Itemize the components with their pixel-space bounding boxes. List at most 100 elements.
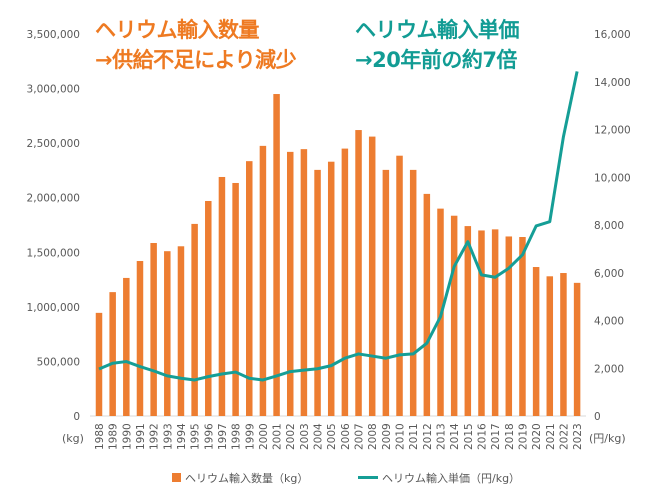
bar-2003: [300, 149, 308, 416]
bar-2004: [314, 169, 321, 416]
bar-1996: [205, 200, 212, 416]
left-tick-label: 3,000,000: [27, 84, 80, 96]
x-tick-label: 1996: [203, 423, 215, 450]
bar-2002: [286, 151, 294, 417]
x-tick-label: 2005: [326, 423, 338, 450]
right-tick-label: 8,000: [594, 220, 624, 232]
x-tick-label: 2010: [395, 423, 407, 450]
left-tick-label: 3,500,000: [27, 29, 80, 41]
x-tick-label: 2018: [504, 423, 516, 450]
bar-1998: [232, 182, 239, 416]
left-tick-label: 2,500,000: [27, 138, 80, 150]
bar-2017: [491, 229, 499, 416]
annotation-price: ヘリウム輸入単価 →20年前の約7倍: [355, 15, 520, 75]
bar-2008: [368, 136, 376, 416]
bar-2006: [341, 148, 349, 416]
bar-1991: [136, 261, 144, 416]
left-tick-label: 0: [73, 411, 80, 423]
left-tick-label: 1,500,000: [27, 247, 80, 259]
annotation-price-line2: →20年前の約7倍: [355, 48, 517, 72]
bar-2022: [560, 273, 567, 416]
right-tick-label: 14,000: [594, 77, 631, 89]
bar-2021: [546, 276, 554, 416]
left-tick-label: 500,000: [37, 356, 80, 368]
bar-2015: [464, 226, 472, 416]
bar-1997: [218, 176, 226, 416]
x-tick-label: 1988: [94, 423, 106, 450]
x-tick-label: 1992: [149, 423, 161, 450]
bar-1990: [123, 277, 130, 416]
bar-1994: [177, 246, 185, 416]
x-tick-label: 2020: [531, 423, 543, 450]
bar-2019: [519, 237, 526, 416]
bar-2012: [423, 193, 431, 416]
x-tick-label: 2009: [381, 423, 393, 450]
x-tick-label: 2016: [476, 423, 488, 450]
left-tick-label: 1,000,000: [27, 302, 80, 314]
bar-1995: [191, 223, 198, 416]
annotation-price-line1: ヘリウム輸入単価: [355, 18, 520, 42]
x-tick-label: 2007: [354, 423, 366, 450]
x-tick-label: 2012: [422, 423, 434, 450]
x-tick-label: 2017: [490, 423, 502, 450]
bar-2023: [573, 282, 581, 416]
bar-1999: [246, 161, 253, 416]
right-tick-label: 6,000: [594, 268, 624, 280]
legend-bar-label: ヘリウム輸入数量（kg）: [185, 471, 308, 485]
x-tick-label: 1998: [231, 423, 243, 450]
price-line: [98, 71, 579, 382]
x-tick-label: 2008: [367, 423, 379, 450]
x-tick-label: 1989: [108, 423, 120, 450]
x-tick-label: 2021: [545, 423, 557, 450]
x-tick-label: 1999: [244, 423, 256, 450]
bar-1988: [95, 312, 103, 416]
bar-1992: [150, 243, 157, 416]
bar-2011: [409, 169, 417, 416]
left-axis-unit: (kg): [62, 432, 84, 445]
annotation-quantity: ヘリウム輸入数量 →供給不足により減少: [95, 15, 297, 75]
legend-bar-swatch: [172, 473, 181, 482]
x-tick-label: 2014: [449, 423, 461, 450]
x-tick-label: 1991: [135, 423, 147, 450]
x-tick-label: 2004: [313, 423, 325, 450]
bar-1989: [109, 292, 116, 416]
x-tick-label: 1997: [217, 423, 229, 450]
x-tick-label: 2011: [408, 423, 420, 450]
bar-2000: [259, 145, 267, 416]
annotation-quantity-line2: →供給不足により減少: [95, 48, 297, 72]
x-tick-label: 2003: [299, 423, 311, 450]
x-tick-label: 2001: [272, 423, 284, 450]
x-tick-label: 1995: [190, 423, 202, 450]
annotation-quantity-line1: ヘリウム輸入数量: [95, 18, 260, 42]
x-tick-label: 2013: [436, 423, 448, 450]
x-tick-label: 2000: [258, 423, 270, 450]
bar-2001: [273, 94, 280, 417]
bar-2005: [327, 161, 335, 416]
bar-2018: [505, 236, 513, 416]
right-tick-label: 2,000: [594, 363, 624, 375]
right-tick-label: 4,000: [594, 316, 624, 328]
x-tick-label: 1990: [121, 423, 133, 450]
right-tick-label: 12,000: [594, 125, 631, 137]
bar-2014: [450, 215, 458, 416]
right-axis-unit: (円/kg): [589, 432, 626, 445]
bar-1993: [164, 251, 171, 416]
x-tick-label: 2022: [558, 423, 570, 450]
bar-2007: [355, 130, 362, 416]
x-tick-label: 2023: [572, 423, 584, 450]
x-tick-label: 2002: [285, 423, 297, 450]
x-tick-label: 2015: [463, 423, 475, 450]
right-tick-label: 16,000: [594, 29, 631, 41]
x-tick-label: 2019: [517, 423, 529, 450]
left-tick-label: 2,000,000: [27, 193, 80, 205]
x-tick-label: 2006: [340, 423, 352, 450]
bar-2009: [382, 169, 390, 416]
bar-2016: [478, 230, 485, 416]
bar-2010: [396, 155, 403, 417]
x-tick-label: 1994: [176, 423, 188, 450]
legend-line-label: ヘリウム輸入単価（円/kg）: [382, 471, 520, 485]
right-tick-label: 10,000: [594, 172, 631, 184]
right-tick-label: 0: [594, 411, 601, 423]
